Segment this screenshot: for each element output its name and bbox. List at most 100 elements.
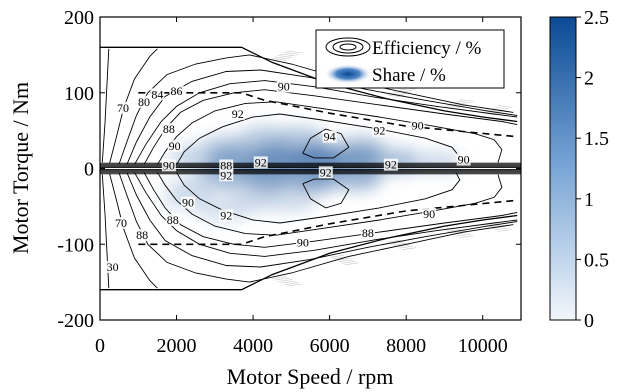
contour-94-lower (302, 178, 350, 209)
contour-label-bg (456, 153, 471, 166)
contour-label-11: 90 (458, 152, 470, 166)
hatch-line (332, 256, 347, 260)
contour-label-8: 94 (324, 130, 336, 144)
contour-label-22: 90 (297, 236, 309, 250)
contour-label-bg (105, 260, 120, 273)
contour-label-bg (383, 158, 398, 171)
y-tick-label: 100 (64, 83, 94, 105)
legend-efficiency-marker (325, 37, 371, 57)
colorbar-tick-label: 0 (584, 310, 594, 332)
contour-label-18: 88 (167, 213, 179, 227)
contour-86-lower (134, 172, 518, 257)
hatch-line (497, 105, 512, 108)
contour-label-bg (181, 196, 196, 209)
y-axis: -200 -100 0 100 200 (57, 7, 521, 332)
contour-label-2: 84 (151, 87, 163, 101)
contour-80-upper (118, 54, 514, 165)
contour-label-bg (322, 130, 337, 143)
legend-share-marker (324, 64, 372, 84)
hatch-line (272, 276, 287, 279)
contour-90-lower (157, 172, 503, 236)
contour-label-bg (295, 236, 310, 249)
hatch-line (281, 53, 296, 57)
contour-label-0: 70 (117, 101, 129, 115)
share-blob-16 (265, 189, 318, 212)
y-tick-label: -200 (57, 310, 94, 332)
hatch-line (344, 262, 359, 266)
hatch-line (491, 226, 506, 229)
contour-label-15: 92 (220, 168, 232, 182)
hatch-line (456, 100, 471, 104)
contour-label-6: 92 (232, 107, 244, 121)
contour-label-bg (137, 95, 152, 108)
contour-label-bg (318, 166, 333, 179)
hatch-line (456, 233, 471, 237)
x-tick-label: 0 (95, 335, 105, 357)
hatch-line (491, 108, 506, 111)
hatch-line (399, 88, 414, 92)
hatch-line (447, 105, 462, 108)
hatch-line (272, 58, 287, 61)
hatch-line (396, 90, 411, 93)
legend: Efficiency / % Share / % (315, 29, 505, 89)
contour-label-bg (115, 101, 130, 114)
hatch-line (459, 99, 474, 102)
hatch-line (278, 55, 293, 58)
hatch-line (390, 93, 405, 96)
hatch-line (459, 235, 474, 238)
contour-label-bg (167, 139, 182, 152)
hatch-line (275, 56, 290, 60)
contour-label-21: 30 (107, 260, 119, 274)
contour-label-26: 92 (385, 158, 397, 172)
x-tick-label: 8000 (386, 335, 426, 357)
hatch-line (335, 258, 350, 261)
contour-label-10: 90 (412, 118, 424, 132)
share-blob-19 (410, 151, 463, 174)
rated-torque-line-upper (138, 92, 518, 138)
share-blob-11 (242, 165, 295, 193)
contour-90-upper (157, 101, 503, 165)
contour-92-upper (176, 113, 461, 165)
hatch-line (497, 229, 512, 232)
colorbar-ticks: 0 0.5 1 1.5 2 2.5 (576, 7, 609, 332)
colorbar-tick-label: 1 (584, 189, 594, 211)
contour-label-bg (219, 209, 234, 222)
hatch-line (494, 106, 509, 110)
contour-label-9: 92 (373, 124, 385, 138)
hatch-line (482, 112, 497, 116)
contour-label-3: 86 (171, 84, 183, 98)
contour-label-19: 88 (136, 228, 148, 242)
hatch-line (278, 279, 293, 282)
hatch-line (275, 277, 290, 281)
contour-label-bg (360, 226, 375, 239)
share-blob-13 (330, 164, 383, 191)
contour-label-bg (161, 159, 176, 172)
contour-86-upper (134, 80, 518, 165)
contour-label-24: 90 (423, 207, 435, 221)
contour-label-17: 90 (182, 196, 194, 210)
hatch-line (393, 91, 408, 95)
contour-label-bg (169, 85, 184, 98)
hatch-line (387, 239, 402, 243)
y-tick-label: -100 (57, 234, 94, 256)
contour-label-bg (135, 229, 150, 242)
contour-label-12: 90 (163, 158, 175, 172)
max-torque-line-upper (100, 46, 518, 123)
hatch-line (341, 261, 356, 264)
contour-label-5: 90 (169, 139, 181, 153)
x-axis: 0 2000 4000 6000 8000 10000 (95, 17, 508, 357)
contour-80-lower (118, 172, 514, 283)
y-tick-label: 200 (64, 7, 94, 29)
contour-label-bg (253, 156, 268, 169)
hatch-line (287, 50, 302, 54)
contour-label-13: 88 (220, 158, 232, 172)
hatch-line (488, 109, 503, 113)
legend-share-label: Share / % (372, 65, 446, 86)
colorbar-tick-label: 2.5 (584, 7, 609, 29)
contour-label-4: 88 (163, 122, 175, 136)
x-tick-label: 6000 (310, 335, 350, 357)
contour-label-bg (165, 214, 180, 227)
contour-label-bg (150, 88, 165, 101)
hatch-line (488, 224, 503, 228)
